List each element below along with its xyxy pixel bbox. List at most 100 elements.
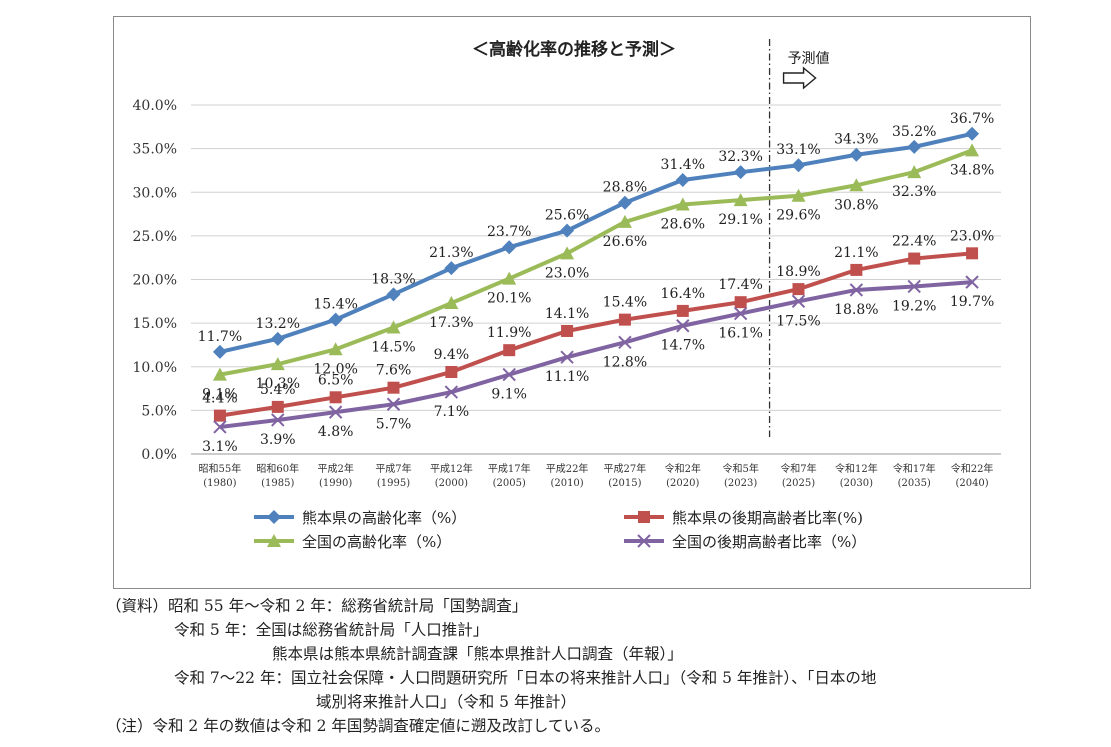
data-point-marker bbox=[618, 313, 631, 326]
data-label: 13.2% bbox=[256, 316, 300, 332]
source-notes: （資料）昭和 55 年～令和 2 年：総務省統計局「国勢調査」 令和 5 年：全… bbox=[106, 594, 876, 738]
x-tick-year: (2040) bbox=[955, 478, 988, 489]
data-label: 17.5% bbox=[776, 313, 820, 329]
data-label: 19.7% bbox=[950, 294, 994, 310]
x-tick-year: (2005) bbox=[493, 478, 526, 489]
data-label: 11.7% bbox=[198, 329, 242, 345]
data-label: 29.1% bbox=[718, 212, 762, 228]
x-tick-label: 令和12年 bbox=[835, 462, 878, 475]
y-tick-label: 5.0% bbox=[141, 403, 177, 419]
data-point-marker bbox=[617, 214, 632, 228]
data-point-marker bbox=[267, 534, 281, 547]
data-label: 31.4% bbox=[661, 157, 705, 173]
data-point-marker bbox=[676, 319, 690, 333]
data-label: 14.7% bbox=[661, 338, 705, 354]
data-point-marker bbox=[560, 246, 575, 260]
data-label: 21.3% bbox=[429, 245, 473, 261]
series-line bbox=[219, 131, 973, 354]
data-label: 16.4% bbox=[661, 286, 705, 302]
data-point-marker bbox=[328, 405, 343, 419]
data-label: 10.3% bbox=[256, 376, 300, 392]
data-label: 23.7% bbox=[487, 224, 531, 240]
data-label: 23.0% bbox=[950, 228, 994, 244]
data-point-marker bbox=[561, 324, 574, 337]
data-label: 33.1% bbox=[776, 142, 820, 158]
data-label: 14.5% bbox=[371, 339, 415, 355]
line-chart: ＜高齢化率の推移と予測＞ 0.0% 5.0% 10.0% 15.0% 20.0% 25.0%… bbox=[133, 39, 1001, 551]
data-label: 34.8% bbox=[950, 162, 994, 178]
source-line-3: 熊本県は熊本県統計調査課「熊本県推計人口調査（年報）」 bbox=[272, 645, 683, 663]
data-label: 19.2% bbox=[892, 298, 936, 314]
data-label: 5.7% bbox=[376, 416, 412, 432]
x-tick-label: 平成27年 bbox=[604, 462, 647, 475]
data-point-marker bbox=[267, 510, 281, 524]
series-line bbox=[219, 280, 973, 429]
y-tick-label: 30.0% bbox=[133, 185, 177, 201]
data-label: 25.6% bbox=[545, 208, 589, 224]
data-point-marker bbox=[560, 223, 575, 238]
x-tick-year: (2023) bbox=[724, 478, 757, 489]
data-point-marker bbox=[444, 261, 459, 276]
data-label: 15.4% bbox=[313, 297, 357, 313]
data-label: 6.5% bbox=[318, 372, 354, 388]
data-point-marker bbox=[638, 511, 650, 523]
data-point-marker bbox=[617, 195, 632, 210]
data-point-marker bbox=[849, 178, 864, 192]
y-tick-label: 35.0% bbox=[133, 142, 177, 158]
data-label: 26.6% bbox=[603, 234, 647, 250]
x-tick-label: 平成2年 bbox=[317, 462, 353, 475]
data-point-marker bbox=[503, 344, 516, 357]
data-point-marker bbox=[502, 271, 517, 285]
data-label: 5.4% bbox=[260, 382, 296, 398]
y-tick-label: 20.0% bbox=[133, 273, 177, 289]
y-tick-label: 15.0% bbox=[133, 316, 177, 332]
data-label: 18.9% bbox=[776, 264, 820, 280]
note-line: （注）令和 2 年の数値は令和 2 年国勢調査確定値に遡及改訂している。 bbox=[106, 717, 610, 735]
data-label: 18.8% bbox=[834, 302, 878, 318]
data-point-marker bbox=[791, 188, 806, 202]
data-point-marker bbox=[213, 420, 227, 434]
x-tick-label: 平成22年 bbox=[546, 462, 589, 475]
data-point-marker bbox=[212, 344, 227, 359]
data-label: 32.3% bbox=[718, 149, 762, 165]
data-point-marker bbox=[733, 193, 748, 207]
data-label: 23.0% bbox=[545, 265, 589, 281]
x-tick-label: 令和5年 bbox=[722, 462, 758, 475]
x-tick-label: 令和7年 bbox=[780, 462, 816, 475]
data-label: 21.1% bbox=[834, 245, 878, 261]
data-label: 9.1% bbox=[202, 387, 238, 403]
data-point-marker bbox=[966, 247, 979, 260]
data-label: 16.1% bbox=[718, 326, 762, 342]
data-point-marker bbox=[849, 283, 864, 297]
data-label: 11.1% bbox=[545, 369, 589, 385]
source-line-2: 令和 5 年：全国は総務省統計局「人口推計」 bbox=[174, 621, 489, 639]
x-tick-year: (1985) bbox=[261, 478, 294, 489]
x-tick-label: 昭和60年 bbox=[256, 462, 299, 475]
data-point-marker bbox=[444, 296, 459, 310]
data-label: 29.6% bbox=[776, 208, 820, 224]
data-label: 30.8% bbox=[834, 197, 878, 213]
data-label: 9.1% bbox=[491, 387, 527, 403]
legend-label: 熊本県の高齢化率（%） bbox=[302, 509, 466, 527]
data-point-marker bbox=[907, 279, 921, 294]
data-point-marker bbox=[328, 312, 343, 327]
data-point-marker bbox=[328, 342, 343, 356]
x-tick-year: (1995) bbox=[377, 478, 410, 489]
data-point-marker bbox=[850, 263, 863, 276]
source-line-4: 令和 7～22 年：国立社会保障・人口問題研究所「日本の将来推計人口」（令和 5… bbox=[174, 669, 877, 687]
data-label: 9.4% bbox=[434, 347, 470, 363]
data-point-marker bbox=[386, 320, 401, 334]
data-point-marker bbox=[271, 413, 285, 427]
data-point-marker bbox=[791, 158, 806, 173]
x-tick-label: 平成12年 bbox=[430, 462, 473, 475]
data-label: 36.7% bbox=[950, 111, 994, 127]
source-line-5: 域別将来推計人口」（令和 5 年推計） bbox=[316, 693, 576, 711]
data-label: 15.4% bbox=[603, 295, 647, 311]
data-point-marker bbox=[792, 283, 805, 296]
data-label: 7.1% bbox=[434, 404, 470, 420]
data-point-marker bbox=[270, 331, 285, 346]
data-label: 14.1% bbox=[545, 306, 589, 322]
legend-label: 熊本県の後期高齢者比率(%) bbox=[672, 509, 863, 527]
series-line bbox=[219, 148, 973, 377]
data-point-marker bbox=[908, 252, 921, 265]
